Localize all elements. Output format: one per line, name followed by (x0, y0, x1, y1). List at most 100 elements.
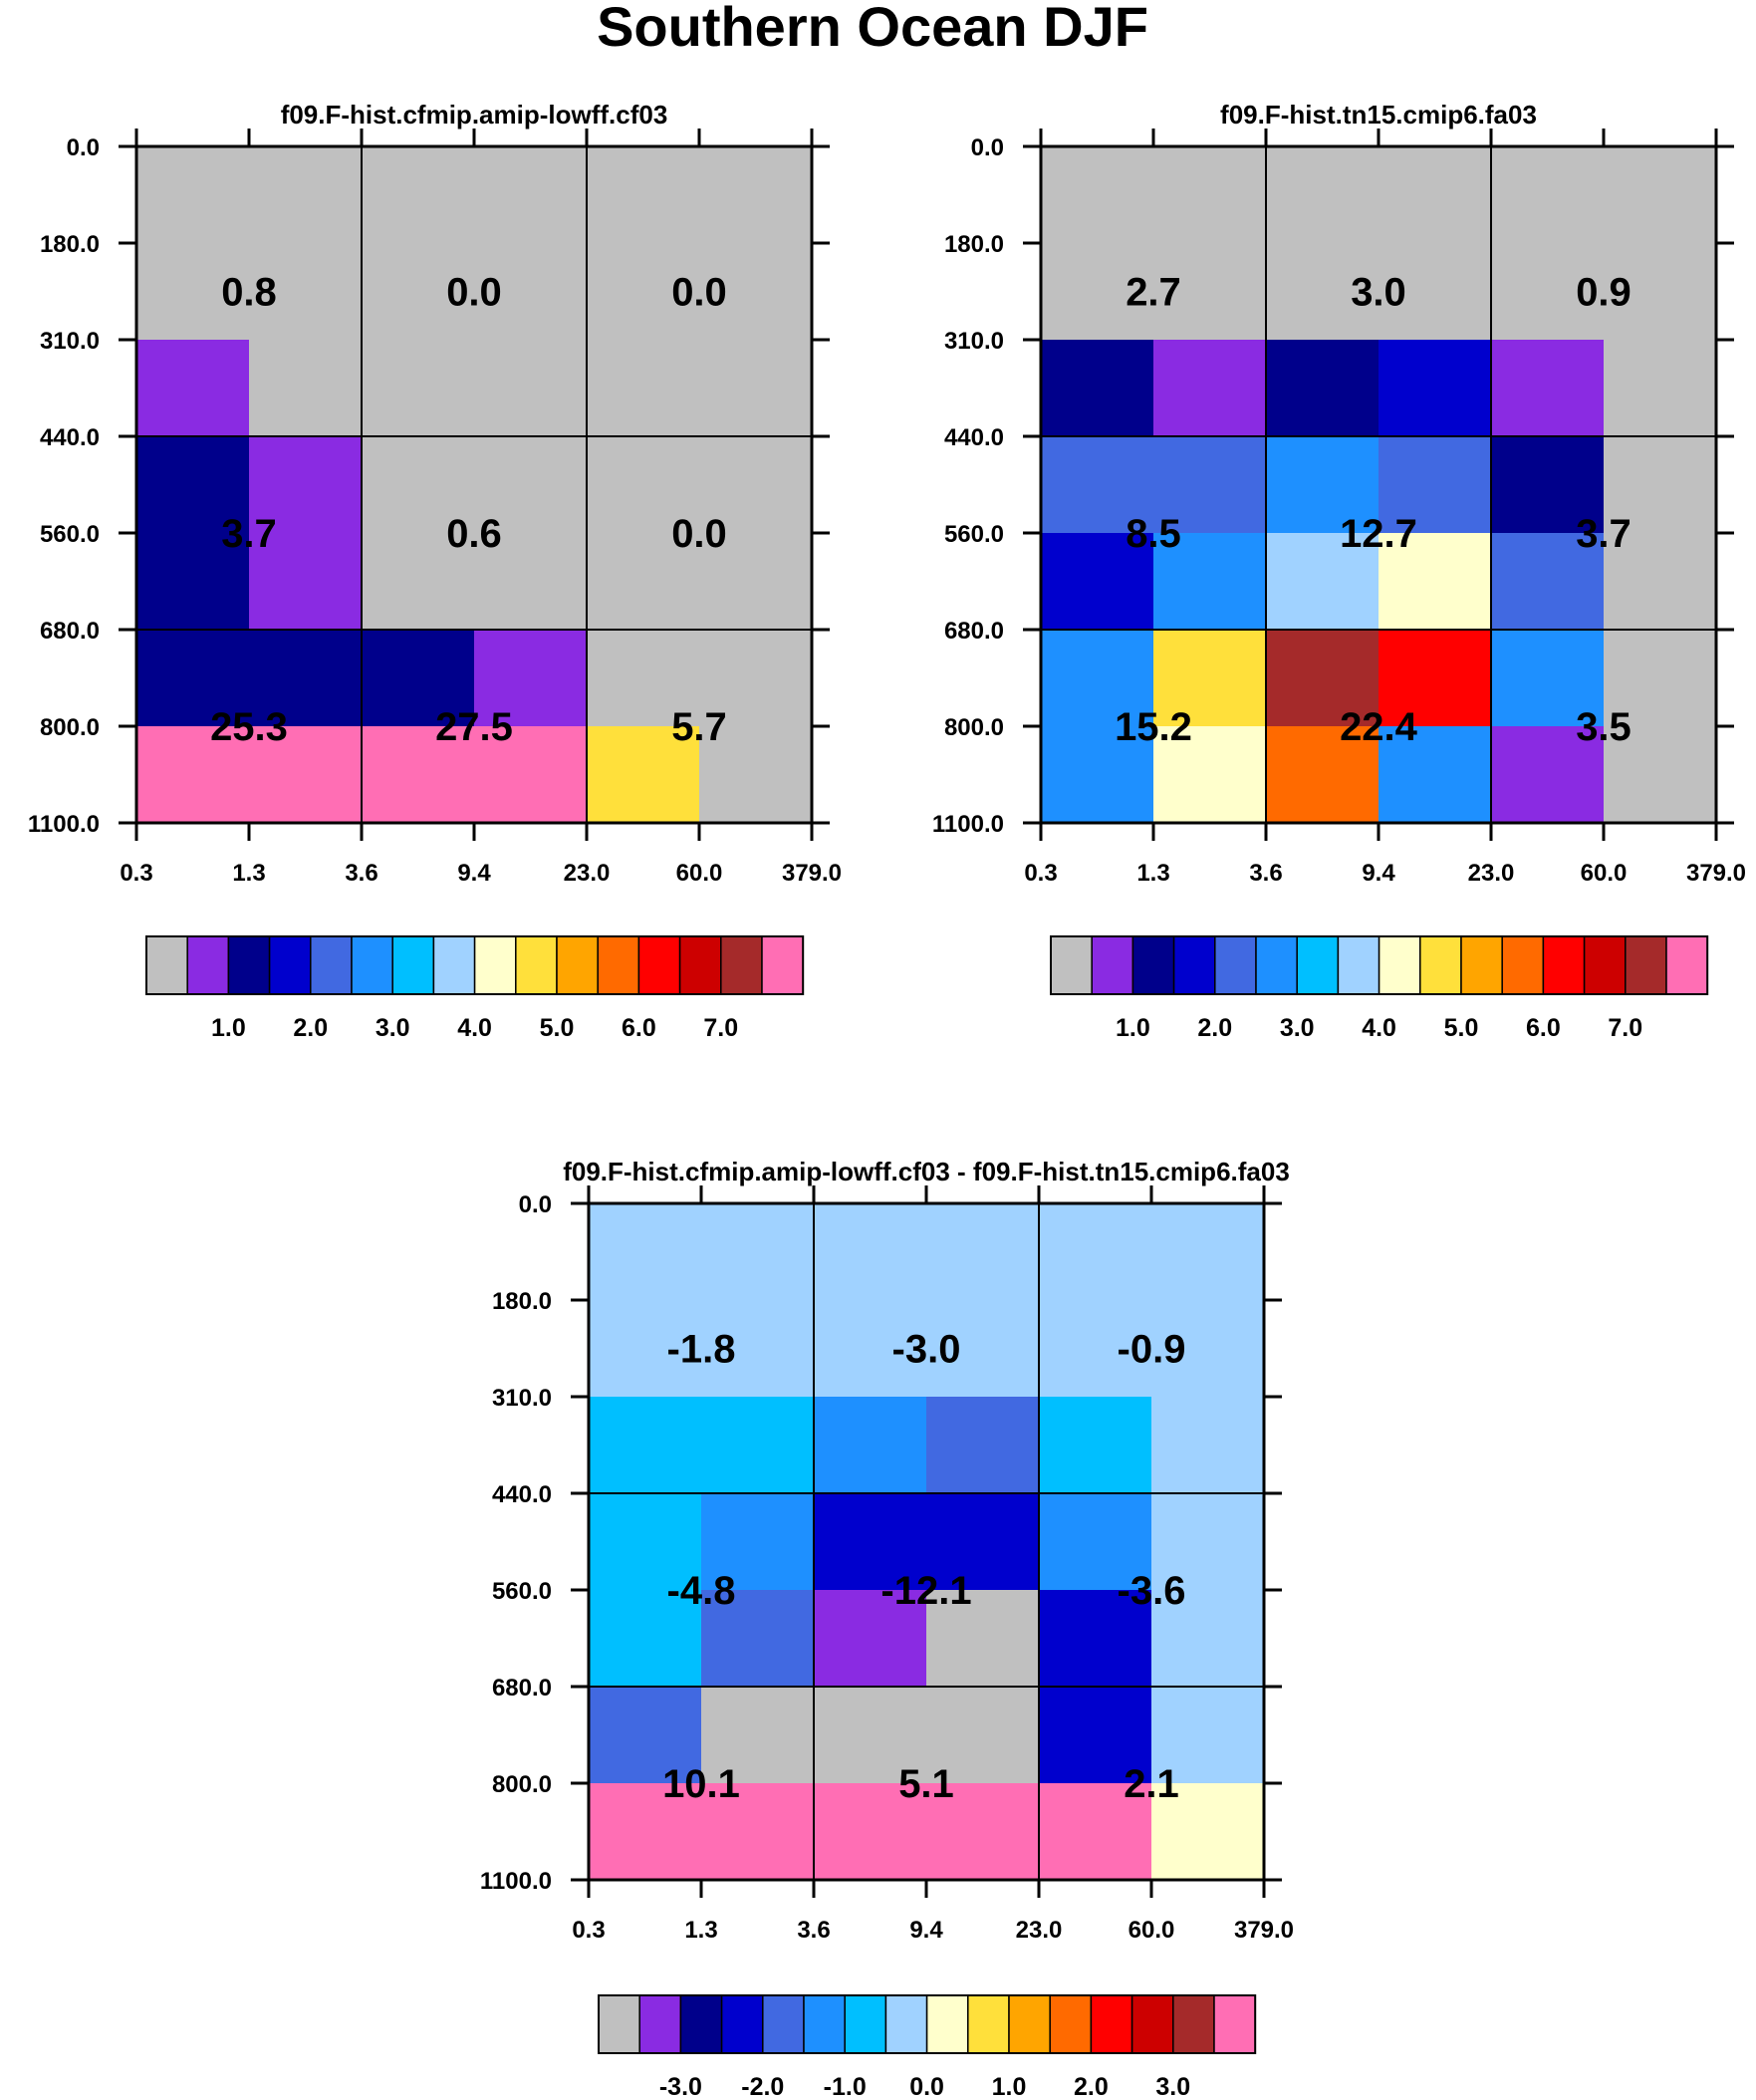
panel-3-colorbar-swatch (679, 1994, 723, 2054)
panel-2-xtick-label: 60.0 (1581, 860, 1628, 887)
panel-3-box-value: 5.1 (898, 1762, 954, 1806)
panel-1-cell (474, 630, 588, 727)
panel-3-cell (701, 1493, 815, 1591)
panel-3-cell (701, 1300, 815, 1398)
panel-2-colorbar-label: 3.0 (1280, 1014, 1315, 1042)
panel-3-ytick-label: 440.0 (492, 1481, 552, 1508)
panel-1-colorbar-swatch (720, 935, 763, 995)
panel-1-colorbar-swatch (227, 935, 271, 995)
panel-1-cell (249, 146, 363, 244)
panel-1-colorbar-swatch (310, 935, 353, 995)
panel-2-xtick-label: 0.3 (1024, 860, 1057, 887)
panel-3-ytick-label: 1100.0 (480, 1868, 552, 1895)
panel-3-title: f09.F-hist.cfmip.amip-lowff.cf03 - f09.F… (563, 1157, 1290, 1186)
panel-1-colorbar-swatch (391, 935, 435, 995)
panel-2-colorbar-swatch (1091, 935, 1134, 995)
panel-3-colorbar-label: -2.0 (741, 2073, 784, 2095)
panel-3-cell (589, 1397, 702, 1494)
panel-1-cell (249, 630, 363, 727)
panel-1-cell (474, 436, 588, 534)
panel-1-ytick-label: 560.0 (40, 521, 100, 548)
panel-2-colorbar-swatch (1378, 935, 1421, 995)
panel-1-box-value: 27.5 (435, 705, 513, 749)
panel-2-cell (1266, 630, 1380, 727)
panel-3-colorbar-swatch (844, 1994, 887, 2054)
panel-1-colorbar-label: 7.0 (703, 1014, 738, 1042)
panel-2-title: f09.F-hist.tn15.cmip6.fa03 (1220, 100, 1537, 130)
panel-1-colorbar-swatch (556, 935, 599, 995)
panel-2-ytick-label: 310.0 (944, 328, 1004, 355)
panel-2-colorbar-swatch (1214, 935, 1257, 995)
panel-3-xtick-label: 1.3 (684, 1917, 717, 1944)
panel-2-xtick-label: 9.4 (1362, 860, 1395, 887)
panel-2-cell (1604, 243, 1717, 341)
panel-1-cell (474, 533, 588, 631)
panel-3-cell (1039, 1493, 1152, 1591)
panel-2-colorbar-swatch (1337, 935, 1380, 995)
panel-1-box-value: 0.0 (671, 512, 727, 556)
panel-1-cell (587, 630, 700, 727)
panel-3-box-value: -3.0 (892, 1328, 961, 1372)
panel-2-colorbar-label: 4.0 (1362, 1014, 1396, 1042)
panel-1-xtick-label: 9.4 (457, 860, 491, 887)
panel-1-ytick-label: 180.0 (40, 231, 100, 258)
panel-3-colorbar-label: -1.0 (824, 2073, 867, 2095)
panel-3-ytick-label: 0.0 (519, 1191, 552, 1218)
panel-1-cell (699, 436, 813, 534)
panel-1-cell (699, 146, 813, 244)
panel-2-cell (1153, 726, 1267, 824)
panel-2-cell (1491, 146, 1605, 244)
panel-3-cell (814, 1397, 927, 1494)
panel-2-cell (1379, 146, 1492, 244)
panel-1-colorbar-swatch (597, 935, 640, 995)
panel-2-colorbar-label: 1.0 (1116, 1014, 1150, 1042)
panel-1-colorbar-swatch (473, 935, 517, 995)
panel-1-cell (136, 533, 250, 631)
panel-1-cell (136, 146, 250, 244)
panel-2-colorbar-label: 6.0 (1526, 1014, 1561, 1042)
panel-2-cell (1266, 726, 1380, 824)
panel-2-cell (1604, 436, 1717, 534)
panel-1-box-value: 0.6 (446, 512, 502, 556)
panel-3-colorbar-swatch (1090, 1994, 1133, 2054)
panel-1-ytick-label: 1100.0 (28, 811, 100, 838)
panel-3-cell (926, 1300, 1040, 1398)
panel-2-box-value: 3.7 (1576, 512, 1631, 556)
panel-2-box-value: 22.4 (1340, 705, 1418, 749)
panel-2-cell (1153, 533, 1267, 631)
panel-2-cell (1604, 146, 1717, 244)
panel-1-box-value: 25.3 (210, 705, 288, 749)
panel-1-cell (474, 340, 588, 437)
panel-1-xtick-label: 23.0 (564, 860, 611, 887)
panel-2-box-value: 0.9 (1576, 271, 1631, 315)
panel-3-cell (926, 1783, 1040, 1881)
panel-3-box-value: -12.1 (880, 1569, 971, 1613)
panel-2-cell (1491, 726, 1605, 824)
panel-3-cell (814, 1300, 927, 1398)
panel-3-cell (1151, 1590, 1265, 1688)
panel-1-colorbar-swatch (761, 935, 804, 995)
panel-2-cell (1604, 533, 1717, 631)
panel-3-cell (1151, 1687, 1265, 1784)
panel-1-cell (136, 630, 250, 727)
panel-1-cell (362, 726, 475, 824)
panel-3-cell (1039, 1687, 1152, 1784)
panel-3-colorbar-swatch (1213, 1994, 1256, 2054)
panel-3-cell (814, 1493, 927, 1591)
panel-1-colorbar-label: 2.0 (293, 1014, 328, 1042)
panel-3-cell (589, 1590, 702, 1688)
panel-1-cell (587, 243, 700, 341)
panel-3-cell (701, 1783, 815, 1881)
panel-2-cell (1041, 436, 1154, 534)
panel-1-xtick-label: 1.3 (232, 860, 265, 887)
panel-2-box-value: 3.0 (1351, 271, 1406, 315)
figure-title: Southern Ocean DJF (597, 0, 1148, 58)
panel-2-cell (1379, 726, 1492, 824)
panel-3-cell (1151, 1300, 1265, 1398)
panel-1-title: f09.F-hist.cfmip.amip-lowff.cf03 (281, 100, 668, 130)
panel-1-cell (699, 630, 813, 727)
panel-2-cell (1153, 243, 1267, 341)
panel-2-box-value: 8.5 (1126, 512, 1181, 556)
panel-3-box-value: -4.8 (667, 1569, 736, 1613)
panel-3-cell (1151, 1493, 1265, 1591)
